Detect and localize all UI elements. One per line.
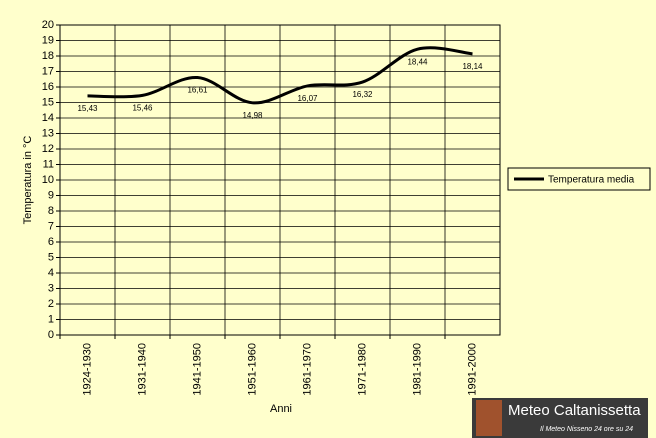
y-tick-label: 5: [48, 251, 54, 263]
y-tick-label: 14: [42, 112, 54, 124]
legend-box: [507, 167, 651, 191]
y-tick-label: 1: [48, 313, 54, 325]
x-tick-label: 1991-2000: [466, 343, 478, 396]
value-label: 18,14: [462, 62, 483, 71]
y-tick-label: 15: [42, 96, 54, 108]
y-tick-label: 7: [48, 220, 54, 232]
y-tick-label: 8: [48, 205, 54, 217]
y-axis-label: Temperatura in °C: [22, 136, 34, 225]
x-tick-label: 1951-1960: [246, 343, 258, 396]
legend-label: Temperatura media: [548, 175, 635, 186]
watermark-icon: [476, 400, 502, 436]
line: [87, 46, 473, 105]
y-tick-label: 17: [42, 65, 54, 77]
watermark-title: Meteo Caltanissetta: [508, 402, 641, 419]
x-tick-label: 1961-1970: [301, 343, 313, 396]
watermark-subtitle: Il Meteo Nisseno 24 ore su 24: [540, 426, 633, 433]
x-tick-label: 1941-1950: [191, 343, 203, 396]
value-label: 18,44: [407, 57, 428, 66]
x-axis-label: Anni: [270, 403, 292, 415]
y-tick-label: 6: [48, 236, 54, 248]
value-label: 16,61: [187, 86, 208, 95]
y-tick-label: 2: [48, 298, 54, 310]
y-tick-label: 0: [48, 329, 54, 341]
value-label: 15,46: [132, 103, 153, 112]
value-label: 16,07: [297, 94, 318, 103]
value-label: 14,98: [242, 111, 263, 120]
y-tick-label: 18: [42, 50, 54, 62]
x-tick-label: 1981-1990: [411, 343, 423, 396]
x-tick-label: 1971-1980: [356, 343, 368, 396]
y-tick-label: 13: [42, 127, 54, 139]
y-tick-label: 16: [42, 81, 54, 93]
y-tick-label: 19: [42, 34, 54, 46]
value-label: 15,43: [77, 104, 98, 113]
x-tick-label: 1924-1930: [81, 343, 93, 396]
y-tick-label: 9: [48, 189, 54, 201]
y-tick-label: 3: [48, 282, 54, 294]
y-tick-label: 10: [42, 174, 54, 186]
y-tick-label: 12: [42, 143, 54, 155]
y-tick-label: 4: [48, 267, 54, 279]
y-tick-label: 11: [43, 158, 54, 170]
y-tick-label: 20: [42, 19, 54, 31]
x-tick-label: 1931-1940: [136, 343, 148, 396]
value-label: 16,32: [352, 90, 373, 99]
